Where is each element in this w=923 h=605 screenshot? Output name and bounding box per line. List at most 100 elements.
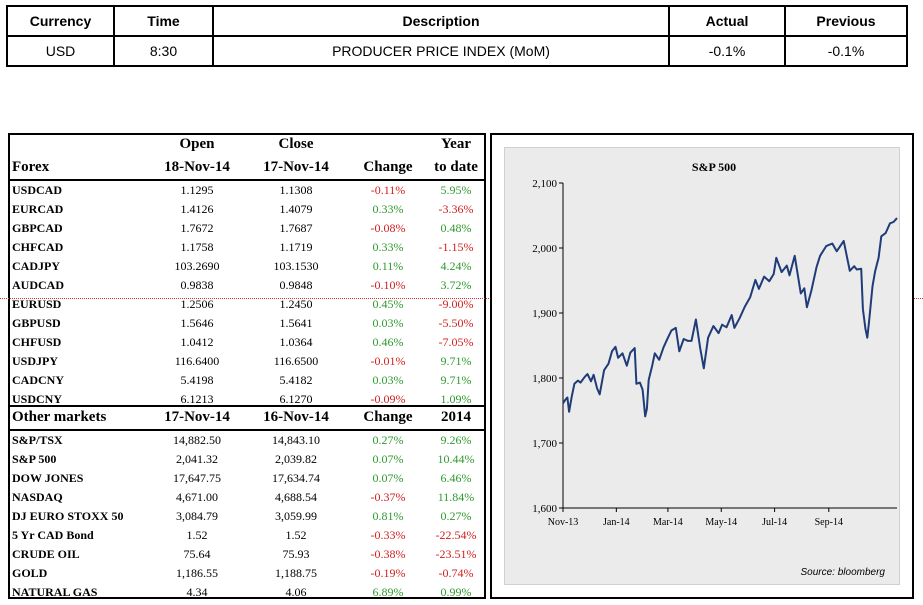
row-close: 17,634.74 [272, 471, 320, 485]
forex-row: CADCNY 5.4198 5.4182 0.03% 9.71% [10, 371, 486, 390]
row-label: CADJPY [12, 259, 60, 273]
row-change: -0.01% [370, 354, 406, 368]
sp500-series-line [562, 217, 898, 418]
forex-row: GBPCAD 1.7672 1.7687 -0.08% 0.48% [10, 219, 486, 238]
x-tick-label: Jan-14 [603, 517, 630, 528]
row-close: 1.1719 [279, 240, 313, 254]
economic-calendar-table: Currency Time Description Actual Previou… [6, 5, 908, 67]
header-open: Open [179, 136, 215, 152]
row-open: 1.1758 [180, 240, 214, 254]
row-open: 1.0412 [180, 335, 214, 349]
row-open: 3,084.79 [176, 509, 218, 523]
row-ytd: -1.15% [438, 240, 474, 254]
row-change: -0.11% [370, 183, 406, 197]
row-change: 0.11% [372, 259, 404, 273]
row-open: 14,882.50 [173, 433, 221, 447]
row-close: 5.4182 [279, 373, 313, 387]
row-close: 1.52 [285, 528, 307, 542]
row-label: S&P 500 [12, 452, 57, 466]
row-ytd: 0.48% [440, 221, 472, 235]
row-label: EURCAD [12, 202, 64, 216]
row-ytd: 6.46% [440, 471, 472, 485]
row-change: -0.09% [370, 392, 406, 406]
row-label: NASDAQ [12, 490, 63, 504]
row-ytd: 9.71% [440, 373, 472, 387]
row-label: USDCAD [12, 183, 63, 197]
row-label: CADCNY [12, 373, 64, 387]
row-ytd: 3.72% [440, 278, 472, 292]
row-label: EURUSD [12, 297, 62, 311]
row-open: 6.1213 [180, 392, 214, 406]
other-row: 5 Yr CAD Bond 1.52 1.52 -0.33% -22.54% [10, 526, 486, 545]
row-close: 1.5641 [279, 316, 313, 330]
row-label: GBPCAD [12, 221, 63, 235]
row-close: 4,688.54 [275, 490, 317, 504]
row-close: 1.7687 [279, 221, 313, 235]
row-open: 103.2690 [174, 259, 220, 273]
row-label: NATURAL GAS [12, 585, 98, 599]
y-tick-label: 1,900 [532, 308, 557, 320]
row-label: 5 Yr CAD Bond [12, 528, 94, 542]
calendar-description: PRODUCER PRICE INDEX (MoM) [212, 35, 670, 67]
row-change: -0.10% [370, 278, 406, 292]
row-open: 0.9838 [180, 278, 214, 292]
calendar-header-description: Description [212, 5, 670, 37]
row-ytd: -22.54% [435, 528, 477, 542]
forex-row: USDCNY 6.1213 6.1270 -0.09% 1.09% [10, 390, 486, 409]
row-ytd: -3.36% [438, 202, 474, 216]
other-divider [10, 429, 486, 431]
other-header: Other markets 17-Nov-14 16-Nov-14 Change… [10, 409, 486, 427]
calendar-row: USD 8:30 PRODUCER PRICE INDEX (MoM) -0.1… [6, 35, 908, 67]
row-open: 1.7672 [180, 221, 214, 235]
row-close: 4.06 [285, 585, 307, 599]
row-change: -0.37% [370, 490, 406, 504]
forex-open-date: 18-Nov-14 [164, 159, 230, 175]
chart-title: S&P 500 [692, 160, 736, 174]
y-tick-label: 1,700 [532, 438, 557, 450]
row-change: 0.33% [372, 240, 404, 254]
row-open: 17,647.75 [173, 471, 221, 485]
row-label: GOLD [12, 566, 48, 580]
calendar-time: 8:30 [113, 35, 214, 67]
other-row: NATURAL GAS 4.34 4.06 6.89% 0.99% [10, 583, 486, 602]
row-ytd: -23.51% [435, 547, 477, 561]
row-label: DOW JONES [12, 471, 84, 485]
row-change: -0.38% [370, 547, 406, 561]
forex-row: CADJPY 103.2690 103.1530 0.11% 4.24% [10, 257, 486, 276]
forex-row: GBPUSD 1.5646 1.5641 0.03% -5.50% [10, 314, 486, 333]
forex-header-top: Open Close Year [10, 136, 486, 154]
row-label: CHFCAD [12, 240, 64, 254]
row-change: 0.07% [372, 471, 404, 485]
other-open-date: 17-Nov-14 [164, 409, 230, 425]
chart-source: Source: bloomberg [800, 567, 886, 578]
other-row: DJ EURO STOXX 50 3,084.79 3,059.99 0.81% 0.2… [10, 507, 486, 526]
row-label: USDJPY [12, 354, 59, 368]
forex-row: USDCAD 1.1295 1.1308 -0.11% 5.95% [10, 181, 486, 200]
calendar-previous: -0.1% [784, 35, 908, 67]
row-ytd: -7.05% [438, 335, 474, 349]
other-change-header: Change [363, 409, 413, 425]
row-close: 14,843.10 [272, 433, 320, 447]
calendar-header-previous: Previous [784, 5, 908, 37]
row-ytd: 9.71% [440, 354, 472, 368]
row-close: 75.93 [282, 547, 310, 561]
forex-row: EURUSD 1.2506 1.2450 0.45% -9.00% [10, 295, 486, 314]
x-tick-label: Nov-13 [548, 517, 579, 528]
row-open: 5.4198 [180, 373, 214, 387]
row-open: 4.34 [186, 585, 208, 599]
row-close: 1,188.75 [275, 566, 317, 580]
other-row: S&P/TSX 14,882.50 14,843.10 0.27% 9.26% [10, 431, 486, 450]
forex-label: Forex [12, 159, 50, 175]
calendar-currency: USD [6, 35, 115, 67]
row-ytd: -0.74% [438, 566, 474, 580]
row-ytd: 9.26% [440, 433, 472, 447]
row-close: 6.1270 [279, 392, 313, 406]
market-table: Open Close Year Forex 18-Nov-14 17-Nov-1… [8, 133, 486, 599]
other-row: GOLD 1,186.55 1,188.75 -0.19% -0.74% [10, 564, 486, 583]
row-change: 0.07% [372, 452, 404, 466]
other-row: S&P 500 2,041.32 2,039.82 0.07% 10.44% [10, 450, 486, 469]
x-tick-label: May-14 [705, 517, 737, 528]
row-change: 0.03% [372, 373, 404, 387]
row-label: USDCNY [12, 392, 63, 406]
row-close: 0.9848 [279, 278, 313, 292]
